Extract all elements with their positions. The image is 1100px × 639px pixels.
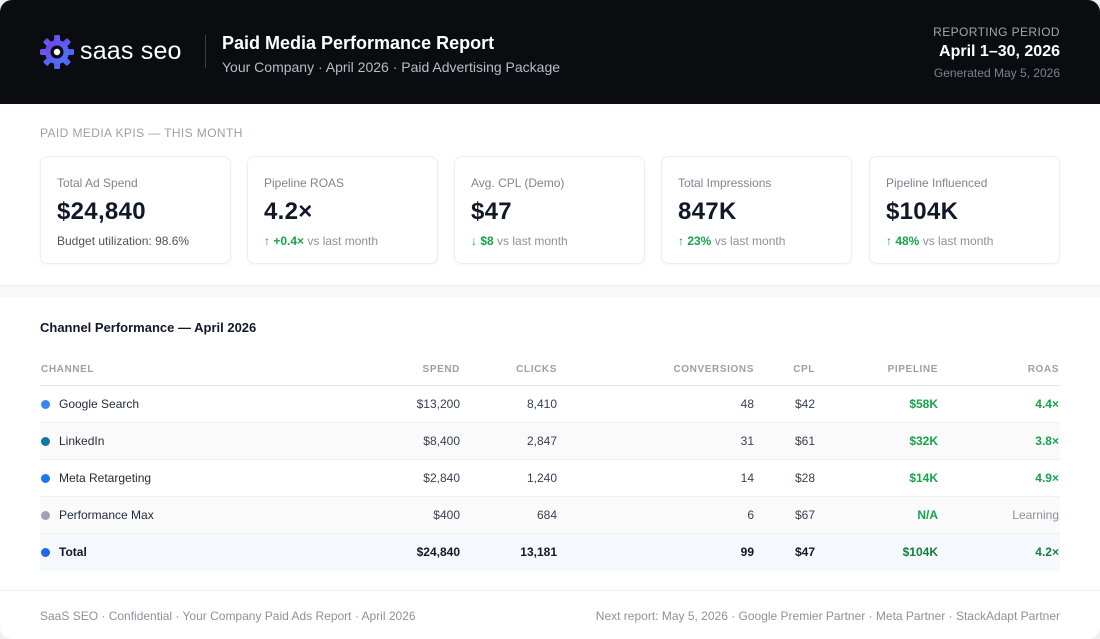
kpi-card-pipeline-influenced: Pipeline Influenced $104K ↑ 48% vs last …	[869, 156, 1060, 264]
column-header-cpl: CPL	[793, 364, 815, 375]
channel-name: Total	[59, 545, 87, 559]
kpi-delta-suffix: vs last month	[714, 234, 786, 248]
kpi-delta-suffix: vs last month	[922, 234, 994, 248]
cpl-cell: $42	[794, 397, 815, 411]
kpi-value: 4.2×	[264, 198, 313, 225]
brand-name: saas seo	[80, 37, 182, 65]
column-header-channel: CHANNEL	[41, 364, 95, 375]
table-row-linkedin: LinkedIn $8,400 2,847 31 $61 $32K 3.8×	[40, 423, 1060, 460]
table-row-performance-max: Performance Max $400 684 6 $67 N/A Learn…	[40, 497, 1060, 534]
roas-cell: 4.4×	[1035, 397, 1059, 411]
channel-name: Meta Retargeting	[59, 471, 152, 485]
kpi-footnote: ↑ 23% vs last month	[678, 234, 785, 248]
conversions-cell: 48	[740, 397, 754, 411]
channel-name: LinkedIn	[59, 434, 105, 448]
clicks-cell: 684	[536, 508, 557, 522]
pipeline-cell: $32K	[909, 434, 938, 448]
column-header-conversions: CONVERSIONS	[673, 364, 754, 375]
kpi-delta: ↑ 48%	[886, 234, 920, 248]
table-title: Channel Performance — April 2026	[40, 320, 257, 335]
kpi-value: $24,840	[57, 198, 146, 225]
conversions-cell: 99	[740, 545, 754, 559]
table-row-total: Total $24,840 13,181 99 $47 $104K 4.2×	[40, 534, 1060, 571]
kpi-card-total-impressions: Total Impressions 847K ↑ 23% vs last mon…	[661, 156, 852, 264]
kpi-label: Total Ad Spend	[57, 176, 138, 190]
pipeline-cell: $14K	[909, 471, 938, 485]
kpi-section-label: PAID MEDIA KPIS — THIS MONTH	[40, 126, 243, 140]
kpi-footnote: Budget utilization: 98.6%	[57, 234, 190, 248]
kpi-footnote: ↑ +0.4× vs last month	[264, 234, 378, 248]
kpi-value: 847K	[678, 198, 737, 225]
reporting-period-label: REPORTING PERIOD	[933, 25, 1060, 39]
channel-dot	[41, 474, 50, 483]
kpi-footnote: ↑ 48% vs last month	[886, 234, 993, 248]
pipeline-cell: $104K	[902, 545, 938, 559]
kpi-card-total-ad-spend: Total Ad Spend $24,840 Budget utilizatio…	[40, 156, 231, 264]
kpi-label: Pipeline Influenced	[886, 176, 988, 190]
kpi-label: Total Impressions	[678, 176, 772, 190]
spend-cell: $24,840	[416, 545, 460, 559]
table-row-google-search: Google Search $13,200 8,410 48 $42 $58K …	[40, 386, 1060, 423]
spend-cell: $400	[433, 508, 460, 522]
clicks-cell: 8,410	[526, 397, 557, 411]
clicks-cell: 13,181	[520, 545, 557, 559]
table-row-meta-retargeting: Meta Retargeting $2,840 1,240 14 $28 $14…	[40, 460, 1060, 497]
roas-cell: 3.8×	[1035, 434, 1059, 448]
gear-logo-icon	[40, 35, 74, 69]
channel-dot	[41, 548, 50, 557]
kpi-label: Avg. CPL (Demo)	[471, 176, 565, 190]
column-header-clicks: CLICKS	[516, 364, 557, 375]
kpi-value: $47	[471, 198, 512, 225]
spend-cell: $8,400	[423, 434, 460, 448]
clicks-cell: 1,240	[526, 471, 557, 485]
spend-cell: $2,840	[423, 471, 460, 485]
report-title: Paid Media Performance Report	[222, 33, 495, 53]
table-header: CHANNEL SPEND CLICKS CONVERSIONS CPL PIP…	[40, 362, 1060, 386]
column-header-roas: ROAS	[1027, 364, 1059, 375]
report-subtitle: Your Company · April 2026 · Paid Adverti…	[222, 59, 561, 75]
channel-dot	[41, 437, 50, 446]
channel-name: Google Search	[59, 397, 140, 411]
kpi-delta: ↓ $8	[471, 234, 494, 248]
reporting-period-value: April 1–30, 2026	[939, 43, 1060, 60]
kpi-delta-suffix: vs last month	[497, 234, 568, 248]
column-header-spend: SPEND	[422, 364, 460, 375]
conversions-cell: 31	[740, 434, 754, 448]
clicks-cell: 2,847	[526, 434, 557, 448]
footer-left-text: SaaS SEO · Confidential · Your Company P…	[40, 609, 416, 623]
report-header: saas seo Paid Media Performance Report Y…	[0, 0, 1100, 104]
generated-date: Generated May 5, 2026	[933, 66, 1060, 80]
footer-right-text: Next report: May 5, 2026 · Google Premie…	[595, 609, 1060, 623]
kpi-delta-suffix: vs last month	[307, 234, 379, 248]
conversions-cell: 6	[747, 508, 754, 522]
channel-name: Performance Max	[59, 508, 154, 522]
cpl-cell: $47	[794, 545, 815, 559]
footer-divider	[0, 590, 1100, 591]
kpi-card-pipeline-roas: Pipeline ROAS 4.2× ↑ +0.4× vs last month	[247, 156, 438, 264]
kpi-delta: ↑ +0.4×	[264, 234, 305, 248]
conversions-cell: 14	[740, 471, 754, 485]
kpi-value: $104K	[886, 198, 959, 225]
spend-cell: $13,200	[416, 397, 460, 411]
cpl-cell: $61	[794, 434, 815, 448]
roas-cell: Learning	[1012, 508, 1059, 522]
kpi-delta: ↑ 23%	[678, 234, 712, 248]
roas-cell: 4.9×	[1035, 471, 1059, 485]
kpi-footnote: ↓ $8 vs last month	[471, 234, 568, 248]
kpi-card-avg-cpl: Avg. CPL (Demo) $47 ↓ $8 vs last month	[454, 156, 645, 264]
header-divider	[205, 35, 206, 68]
roas-cell: 4.2×	[1035, 545, 1059, 559]
pipeline-cell: N/A	[917, 508, 938, 522]
section-divider	[0, 285, 1100, 297]
cpl-cell: $28	[794, 471, 815, 485]
pipeline-cell: $58K	[909, 397, 938, 411]
channel-dot	[41, 400, 50, 409]
cpl-cell: $67	[794, 508, 815, 522]
kpi-label: Pipeline ROAS	[264, 176, 345, 190]
column-header-pipeline: PIPELINE	[887, 364, 938, 375]
channel-dot	[41, 511, 50, 520]
